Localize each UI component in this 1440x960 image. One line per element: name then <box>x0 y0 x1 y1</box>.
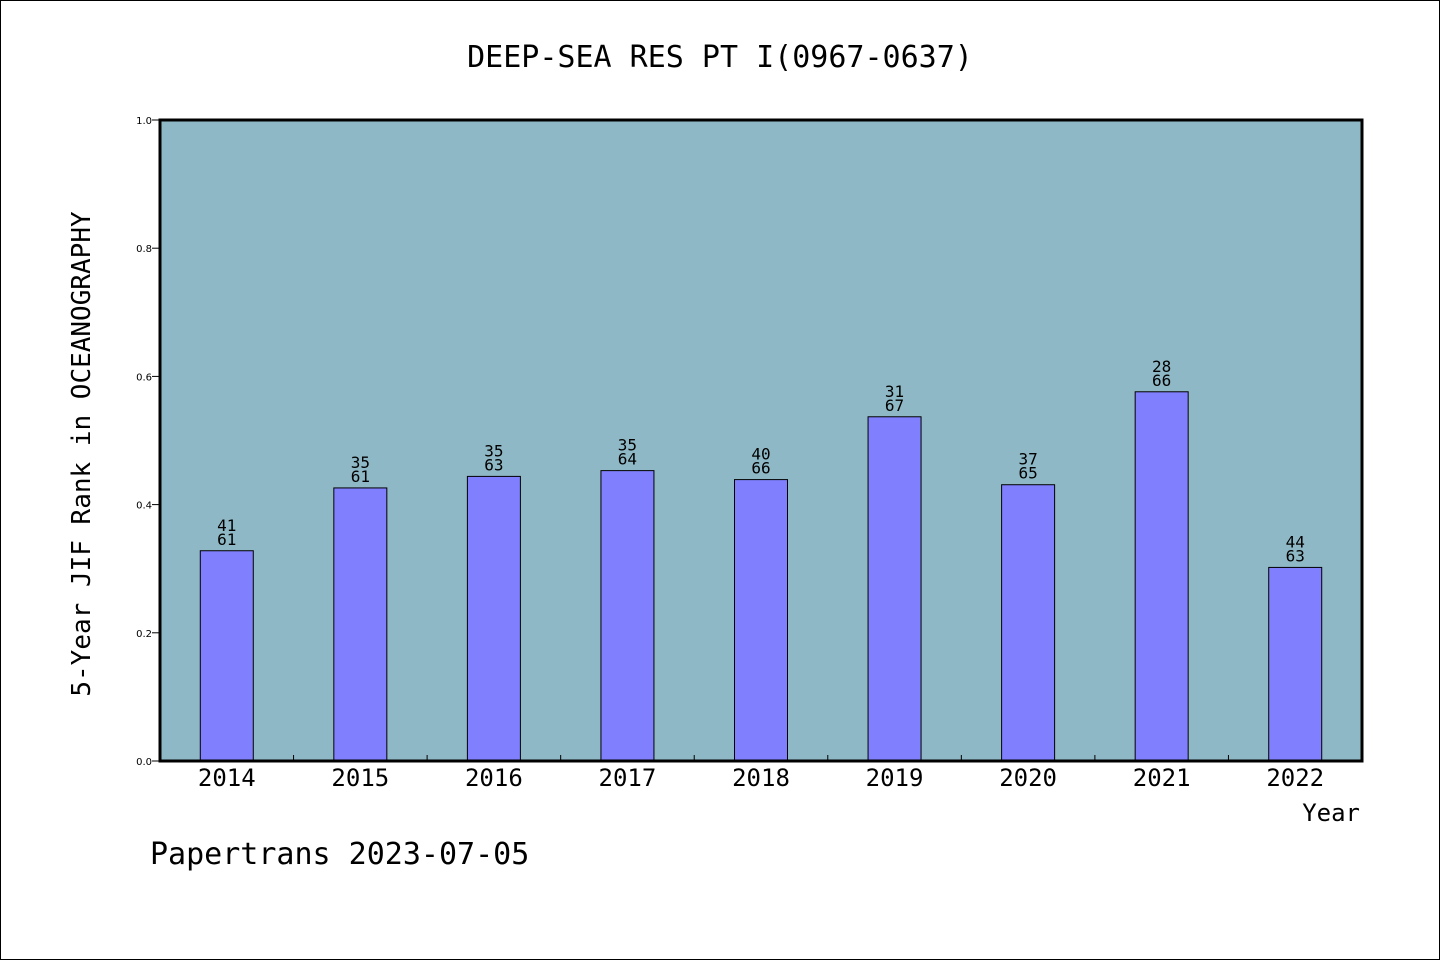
bar-2015 <box>333 487 388 762</box>
bar-2017 <box>600 470 655 762</box>
bar-2018 <box>734 479 788 762</box>
data-label-bottom-2021: 66 <box>1152 371 1171 390</box>
y-tick-label-0.6: 0.6 <box>136 372 152 383</box>
x-axis-label: Year <box>1302 799 1360 827</box>
data-label-top-2022: 44 <box>1286 532 1305 551</box>
y-tick-label-1.0: 1.0 <box>136 116 152 127</box>
y-tick-label-0.8: 0.8 <box>136 244 152 255</box>
data-label-top-2016: 35 <box>484 441 503 460</box>
data-label-top-2015: 35 <box>351 453 370 472</box>
y-tick-label-0.0: 0.0 <box>136 757 152 768</box>
data-label-top-2021: 28 <box>1152 357 1171 376</box>
x-tick-label-2020: 2020 <box>999 764 1057 792</box>
bar-2016 <box>466 475 521 762</box>
x-tick-label-2018: 2018 <box>732 764 790 792</box>
data-label-top-2020: 37 <box>1018 450 1037 469</box>
y-axis-label: 5-Year JIF Rank in OCEANOGRAPHY <box>67 211 97 697</box>
data-label-top-2018: 40 <box>751 445 770 464</box>
data-label-bottom-2018: 66 <box>751 459 770 478</box>
data-label-bottom-2019: 67 <box>885 396 904 415</box>
plot-frame <box>158 118 1364 763</box>
x-tick-label-2015: 2015 <box>331 764 389 792</box>
data-label-bottom-2017: 64 <box>618 450 637 469</box>
data-label-top-2014: 41 <box>217 516 236 535</box>
data-label-top-2019: 31 <box>885 382 904 401</box>
y-tick-label-0.4: 0.4 <box>136 501 152 512</box>
bar-2020 <box>1001 484 1056 762</box>
data-label-bottom-2022: 63 <box>1286 546 1305 565</box>
bar-2019 <box>867 416 922 762</box>
x-tick-label-2019: 2019 <box>866 764 924 792</box>
ticks-layer: 2014 2015 2016 2017 2018 2019 2020 2021 2022 0.0 0… <box>136 116 1324 792</box>
x-tick-label-2021: 2021 <box>1133 764 1191 792</box>
data-label-top-2017: 35 <box>618 436 637 455</box>
x-tick-label-2017: 2017 <box>599 764 657 792</box>
data-label-bottom-2020: 65 <box>1018 464 1037 483</box>
data-label-bottom-2014: 61 <box>217 530 236 549</box>
x-tick-label-2014: 2014 <box>198 764 256 792</box>
y-tick-label-0.2: 0.2 <box>136 629 152 640</box>
bar-2022 <box>1268 566 1323 762</box>
bar-2021 <box>1134 391 1189 762</box>
chart-title: DEEP-SEA RES PT I(0967-0637) <box>467 40 973 75</box>
bar-2014 <box>199 550 254 762</box>
x-tick-label-2016: 2016 <box>465 764 523 792</box>
data-label-bottom-2016: 63 <box>484 455 503 474</box>
footer-credit: Papertrans 2023-07-05 <box>150 837 529 872</box>
data-label-bottom-2015: 61 <box>351 467 370 486</box>
x-tick-label-2022: 2022 <box>1266 764 1324 792</box>
